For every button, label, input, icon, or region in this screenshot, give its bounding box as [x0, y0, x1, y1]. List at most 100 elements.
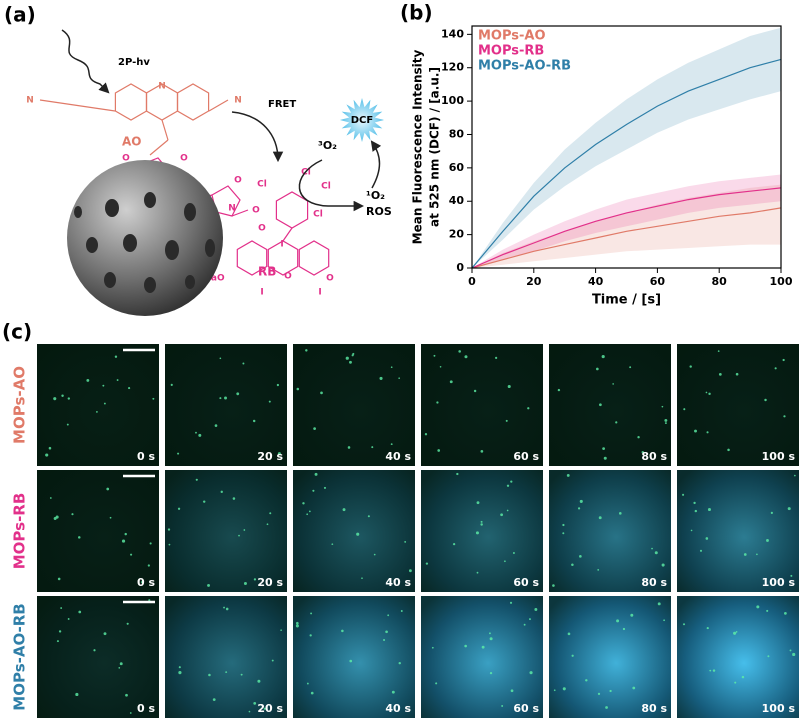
triplet-oxygen: ³O₂ [318, 139, 337, 152]
fluorescent-spot [103, 632, 107, 636]
fluorescent-spot [690, 529, 693, 532]
fluorescent-spot [67, 618, 70, 620]
fluorescent-spot [78, 536, 81, 539]
fluorescent-spot [306, 682, 309, 685]
line-chart: 0 20 40 60 80 100 0 20 40 60 80 100 120 140 Time / [s]… [411, 25, 793, 308]
fluorescent-spot [130, 553, 133, 556]
fluorescent-spot [409, 569, 412, 573]
fluorescent-spot [349, 659, 353, 663]
atom-label: O [122, 154, 130, 164]
x-tick-label: 40 [588, 275, 604, 288]
micrograph-grid: MOPs-AO 0 s 20 s 40 s 60 s 80 s 100 s MOPs-RB 0 … [11, 344, 799, 718]
time-label: 20 s [257, 702, 283, 715]
fluorescent-spot [770, 511, 773, 515]
fluorescent-spot [567, 632, 571, 636]
y-tick-label: 140 [441, 27, 464, 40]
fluorescent-spot [140, 580, 144, 584]
fluorescent-spot [707, 507, 711, 512]
fluorescent-spot [310, 612, 313, 615]
fluorescent-spot [56, 640, 59, 643]
fluorescent-spot [373, 553, 376, 556]
atom-label: O [284, 272, 292, 282]
fluorescent-spot [349, 360, 352, 364]
fluorescent-spot [579, 555, 582, 558]
fluorescent-spot [597, 692, 601, 696]
fluorescent-spot [219, 397, 222, 400]
micrograph [421, 596, 543, 718]
fluorescent-spot [618, 512, 622, 515]
fluorescent-spot [480, 449, 484, 453]
atom-label: N [26, 96, 34, 106]
fluorescent-spot [712, 669, 716, 672]
fluorescent-spot [605, 706, 608, 709]
fluorescent-spot [102, 384, 105, 387]
fluorescent-spot [223, 606, 225, 609]
micrograph [677, 470, 799, 592]
fluorescent-spot [379, 376, 383, 380]
atom-label: O [180, 154, 188, 164]
fluorescent-spot [167, 528, 171, 531]
fluorescent-spot [756, 553, 758, 556]
probe-burst [340, 98, 384, 142]
fluorescent-spot [198, 433, 202, 437]
time-label: 20 s [257, 576, 283, 589]
ring [236, 240, 268, 276]
micrograph [37, 344, 159, 466]
fluorescent-spot [271, 659, 274, 662]
fluorescent-spot [683, 408, 686, 411]
fluorescent-spot [242, 362, 245, 365]
fluorescent-spot [125, 693, 128, 697]
fluorescent-spot [342, 508, 346, 512]
fluorescent-spot [694, 429, 697, 433]
fluorescent-spot [178, 671, 182, 675]
fluorescent-spot [207, 583, 210, 587]
ros-label: ROS [366, 205, 392, 218]
fluorescent-spot [783, 415, 786, 418]
fluorescent-spot [106, 487, 110, 491]
fluorescent-spot [501, 704, 504, 707]
atom-label: N [228, 204, 236, 214]
fluorescent-spot [253, 701, 257, 705]
y-tick-label: 20 [449, 228, 465, 241]
fluorescent-spot [612, 383, 614, 385]
fluorescent-spot [126, 622, 129, 625]
fluorescent-spot [240, 673, 243, 676]
fluorescent-spot [699, 549, 703, 552]
fluorescent-spot [202, 500, 206, 503]
fluorescent-spot [510, 480, 513, 483]
fluorescent-spot [385, 630, 388, 634]
fluorescent-spot [313, 427, 316, 430]
fluorescent-spot [506, 509, 509, 512]
series-line [471, 58, 782, 269]
y-tick-label: 0 [456, 261, 464, 274]
fluorescent-spot [431, 646, 434, 649]
fluorescent-spot [664, 422, 667, 425]
singlet-oxygen: ¹O₂ [366, 189, 385, 202]
fluorescent-spot [124, 532, 127, 536]
fluorescent-spot [718, 373, 722, 376]
time-label: 40 s [385, 450, 411, 463]
fluorescent-spot [527, 407, 530, 410]
series-line [471, 187, 782, 269]
fluorescent-spot [116, 379, 119, 381]
fluorescent-spot [505, 419, 508, 422]
fluorescent-spot [495, 356, 498, 359]
fluorescent-spot [49, 497, 52, 499]
bond [231, 209, 249, 217]
fluorescent-spot [571, 654, 574, 657]
fluorescent-spot [86, 379, 90, 382]
fluorescent-spot [733, 631, 737, 635]
fluorescent-spot [641, 451, 644, 454]
fluorescent-spot [706, 626, 709, 630]
fluorescent-spot [170, 383, 173, 386]
bond [208, 99, 229, 112]
fluorescent-spot [500, 513, 503, 517]
fluorescent-spot [601, 355, 605, 359]
fluorescent-spot [603, 456, 607, 460]
fluorescent-spot [96, 411, 98, 413]
fluorescent-spot [45, 453, 49, 457]
fluorescent-spot [741, 675, 745, 679]
y-axis-label: at 525 nm (DCF) / [a.u.] [428, 67, 442, 227]
fluorescent-spot [473, 389, 477, 393]
